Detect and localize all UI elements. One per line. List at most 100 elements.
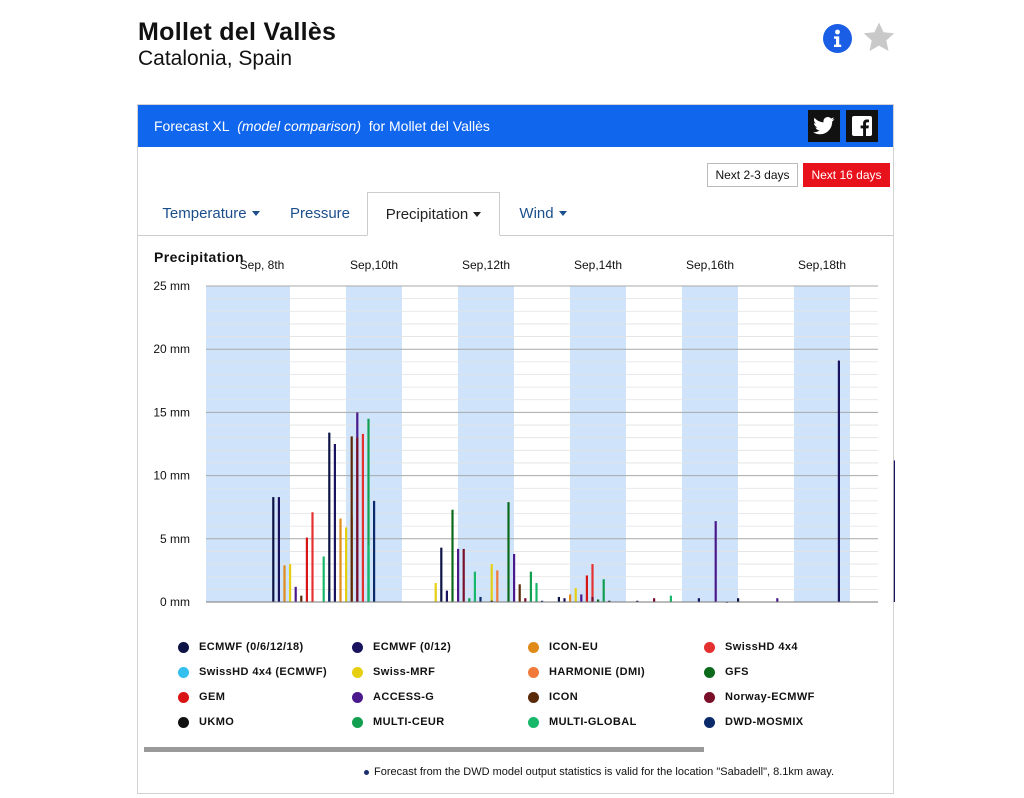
legend-swatch	[528, 691, 539, 703]
legend-swatch	[528, 666, 539, 678]
tab-temperature[interactable]: Temperature	[150, 192, 272, 235]
forecast-panel: Forecast XL (model comparison) for Molle…	[137, 104, 895, 794]
legend-swatch	[178, 691, 189, 703]
legend-label: MULTI-CEUR	[373, 716, 445, 728]
precip-bar	[569, 594, 572, 602]
legend-item[interactable]: MULTI-GLOBAL	[528, 716, 637, 728]
legend-swatch	[352, 666, 363, 678]
tab-pressure[interactable]: Pressure	[278, 192, 362, 235]
precip-bar	[361, 433, 364, 602]
precip-bar	[367, 418, 370, 602]
legend-item[interactable]: GFS	[704, 666, 749, 678]
legend-label: SwissHD 4x4 (ECMWF)	[199, 666, 328, 678]
precip-bar	[580, 594, 583, 602]
legend-item[interactable]: ICON-EU	[528, 641, 598, 653]
precip-bar	[490, 564, 493, 602]
legend-item[interactable]: Norway-ECMWF	[704, 691, 815, 703]
day-band	[206, 286, 234, 602]
precip-bar	[737, 598, 740, 602]
legend-item[interactable]: ICON	[528, 691, 578, 703]
precip-bar	[277, 497, 280, 602]
chevron-down-icon	[251, 211, 260, 216]
legend-label: MULTI-GLOBAL	[549, 716, 637, 728]
precip-bar	[272, 497, 275, 602]
range-16-days-button[interactable]: Next 16 days	[803, 163, 890, 187]
twitter-icon[interactable]	[808, 110, 840, 142]
legend-item[interactable]: GEM	[178, 691, 225, 703]
precip-bar	[283, 565, 286, 602]
x-tick-label: Sep,12th	[462, 258, 510, 272]
panel-header: Forecast XL (model comparison) for Molle…	[138, 105, 893, 147]
info-icon[interactable]	[823, 24, 852, 53]
legend-label: ECMWF (0/6/12/18)	[199, 641, 304, 653]
tab-precipitation[interactable]: Precipitation	[367, 192, 500, 236]
precip-bar	[333, 444, 336, 602]
legend-item[interactable]: SwissHD 4x4	[704, 641, 798, 653]
precip-bar	[585, 575, 588, 602]
precip-bar	[350, 436, 353, 602]
precip-bar	[591, 596, 594, 602]
legend-swatch	[178, 666, 189, 678]
legend-swatch	[352, 691, 363, 703]
precip-bar	[524, 598, 527, 602]
legend-swatch	[704, 691, 715, 703]
legend-item[interactable]: UKMO	[178, 716, 234, 728]
precip-bar	[636, 600, 639, 602]
x-tick-label: Sep,10th	[350, 258, 398, 272]
panel-title-emphasis: (model comparison)	[237, 118, 361, 134]
precip-bar	[597, 599, 600, 602]
precip-bar	[837, 360, 840, 602]
precip-bar	[529, 571, 532, 602]
legend-item[interactable]: DWD-MOSMIX	[704, 716, 804, 728]
x-tick-label: Sep,16th	[686, 258, 734, 272]
precip-bar	[294, 586, 297, 602]
precip-bar	[602, 579, 605, 602]
star-icon[interactable]	[862, 21, 896, 58]
precip-bar	[373, 500, 376, 602]
y-tick-label: 0 mm	[160, 595, 190, 609]
day-band	[234, 286, 290, 602]
precip-bar	[535, 583, 538, 602]
legend-label: SwissHD 4x4	[725, 641, 798, 653]
panel-title: Forecast XL (model comparison) for Molle…	[154, 118, 490, 134]
legend-label: GFS	[725, 666, 749, 678]
location-title: Mollet del Vallès	[138, 18, 337, 46]
range-2-3-days-button[interactable]: Next 2-3 days	[707, 163, 798, 187]
precip-bar	[697, 598, 700, 602]
legend-swatch	[178, 716, 189, 728]
precip-bar	[563, 598, 566, 602]
legend-item[interactable]: ECMWF (0/12)	[352, 641, 451, 653]
precip-bar	[653, 598, 656, 602]
legend-label: HARMONIE (DMI)	[549, 666, 646, 678]
panel-title-prefix: Forecast XL	[154, 118, 230, 134]
precip-bar	[328, 591, 331, 602]
legend-item[interactable]: ECMWF (0/6/12/18)	[178, 641, 304, 653]
legend-item[interactable]: MULTI-CEUR	[352, 716, 445, 728]
x-tick-label: Sep, 8th	[240, 258, 285, 272]
precip-bar	[591, 564, 594, 602]
tab-wind[interactable]: Wind	[508, 192, 578, 235]
precip-bar	[440, 547, 443, 602]
legend-item[interactable]: Swiss-MRF	[352, 666, 435, 678]
facebook-icon[interactable]	[846, 110, 878, 142]
legend-swatch	[178, 641, 189, 653]
panel-title-suffix: for Mollet del Vallès	[368, 118, 490, 134]
legend-swatch	[352, 641, 363, 653]
tab-precipitation-label: Precipitation	[385, 205, 469, 223]
precip-bar	[608, 600, 611, 602]
precip-bar	[289, 564, 292, 602]
y-tick-label: 10 mm	[153, 469, 190, 483]
legend-item[interactable]: ACCESS-G	[352, 691, 434, 703]
legend-label: DWD-MOSMIX	[725, 716, 804, 728]
y-tick-label: 20 mm	[153, 342, 190, 356]
legend-item[interactable]: SwissHD 4x4 (ECMWF)	[178, 666, 327, 678]
legend-swatch	[704, 716, 715, 728]
precip-bar	[305, 537, 308, 602]
horizontal-scrollbar[interactable]	[144, 747, 704, 752]
day-band	[570, 286, 626, 602]
footnote-bullet	[364, 769, 369, 775]
legend-item[interactable]: HARMONIE (DMI)	[528, 666, 645, 678]
precip-bar	[462, 548, 465, 602]
y-tick-label: 5 mm	[160, 532, 190, 546]
legend-label: UKMO	[199, 716, 235, 728]
